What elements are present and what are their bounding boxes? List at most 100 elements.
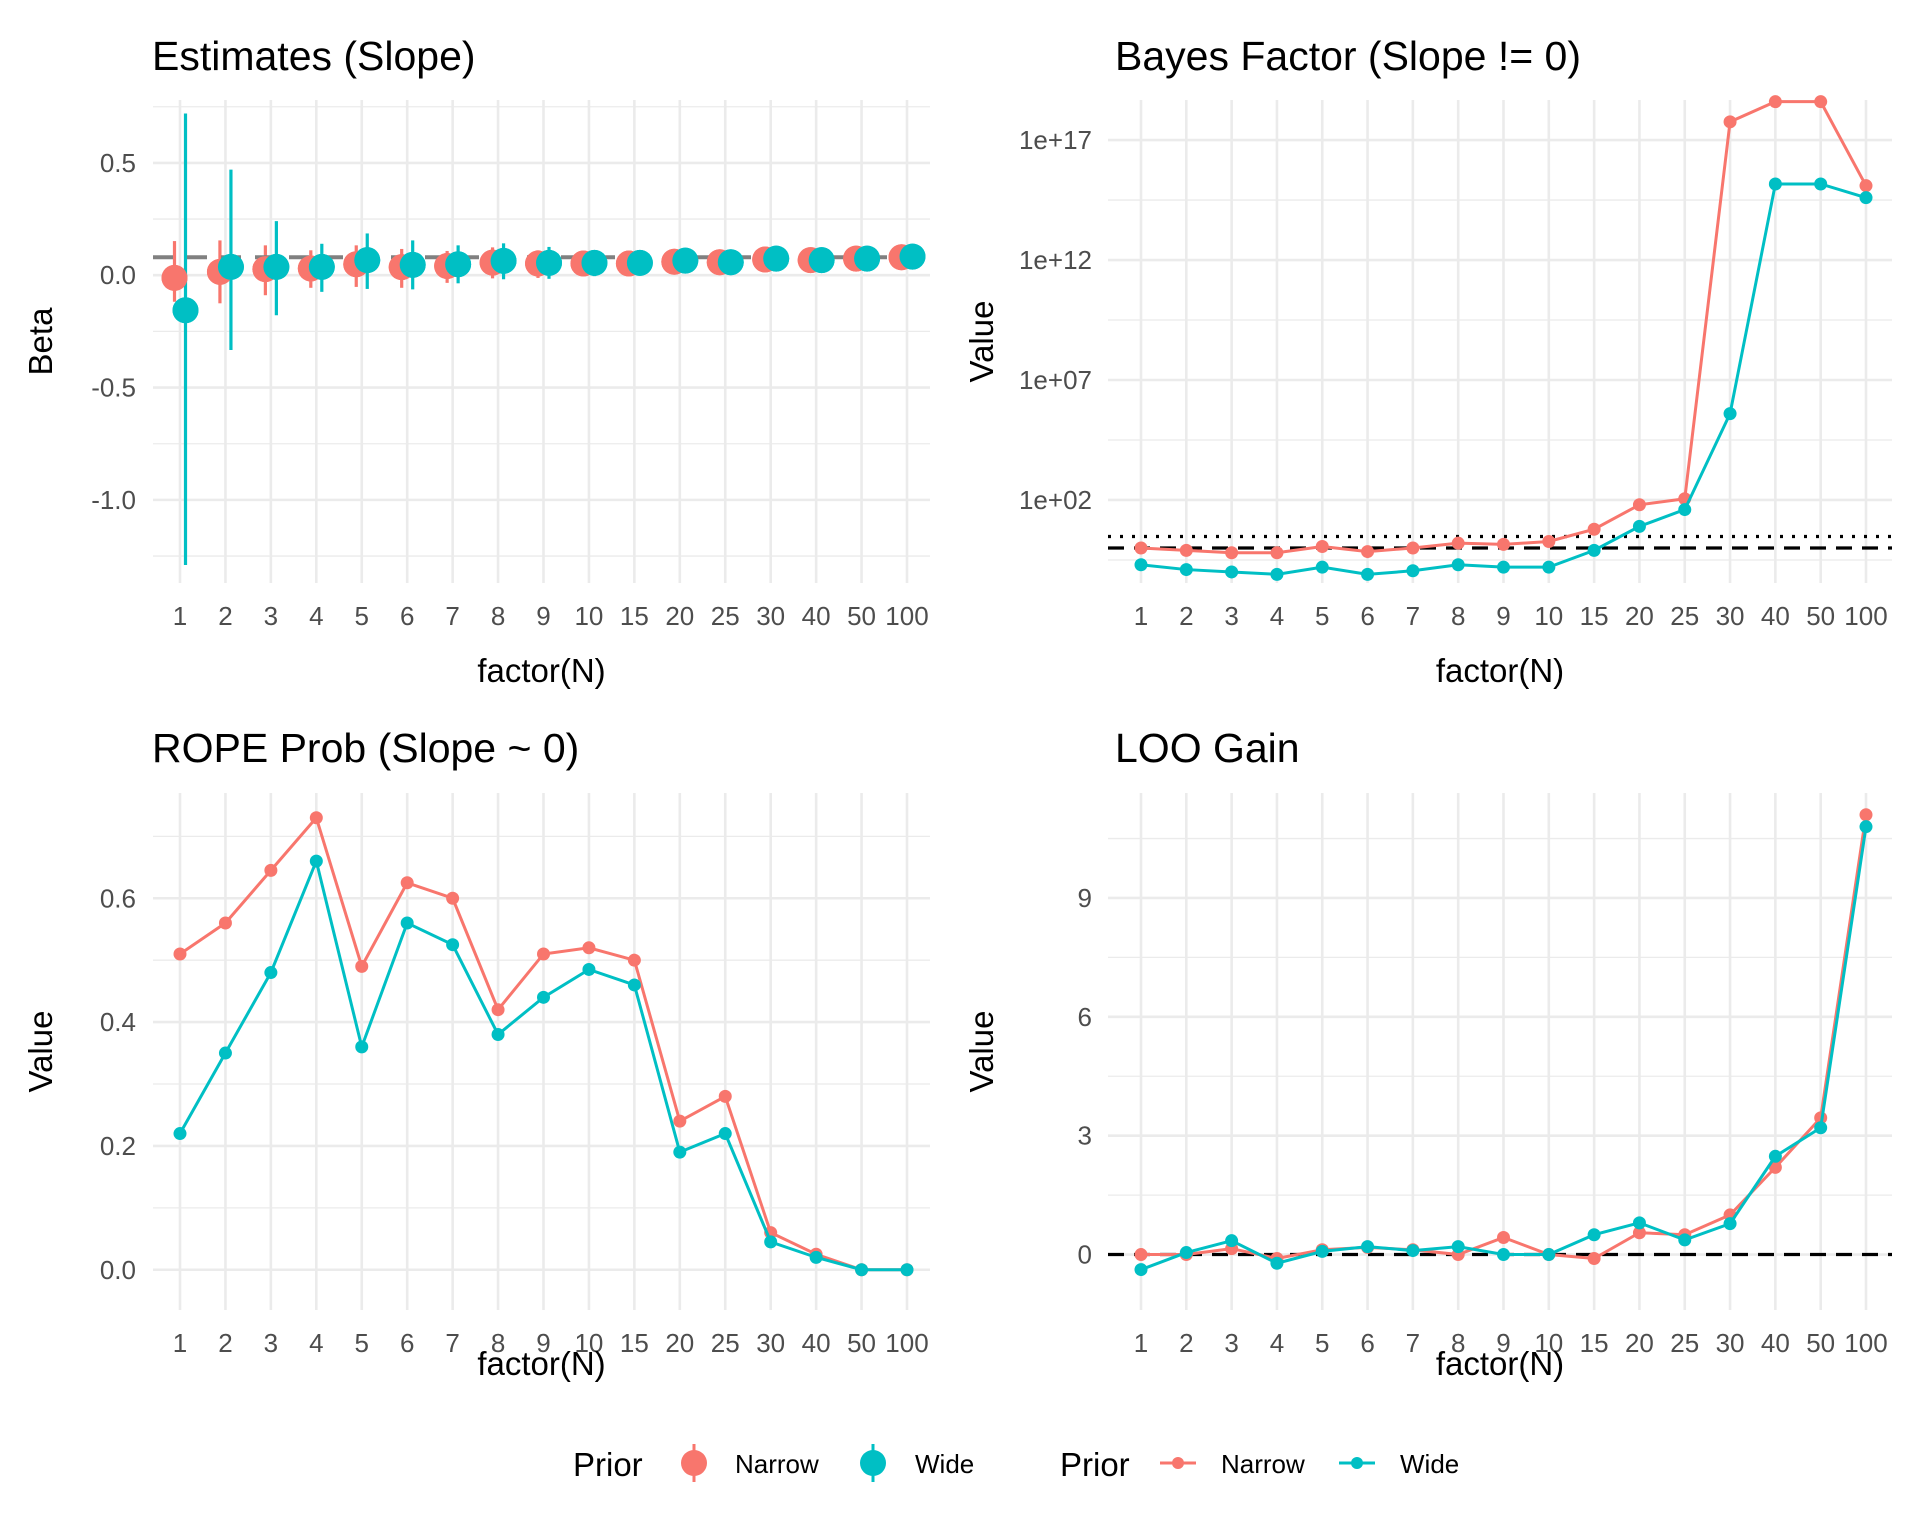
panel-estimates: Estimates (Slope) 0.5 0.0 -0.5 -1.0 1 2 3 4 5 6 7 8 9… xyxy=(22,33,930,689)
point-wide xyxy=(581,249,608,276)
point-narrow xyxy=(1179,543,1193,557)
point-wide xyxy=(899,243,926,270)
point-wide xyxy=(172,297,199,324)
y-tick-label: 1e+17 xyxy=(1019,125,1092,155)
point-wide xyxy=(1361,567,1375,581)
x-tick-label: 40 xyxy=(1761,1328,1790,1358)
y-tick-label: -0.5 xyxy=(91,373,136,403)
x-tick-label: 30 xyxy=(756,1328,785,1358)
point-wide xyxy=(764,1235,778,1249)
y-tick-label: 1e+02 xyxy=(1019,485,1092,515)
point-wide xyxy=(1361,1240,1375,1254)
x-tick-label: 2 xyxy=(218,1328,232,1358)
x-tick-label: 20 xyxy=(1625,601,1654,631)
point-narrow xyxy=(1814,95,1828,109)
point-narrow xyxy=(173,947,187,961)
point-wide xyxy=(809,1250,823,1264)
x-tick-label: 2 xyxy=(218,601,232,631)
point-wide xyxy=(1497,560,1510,574)
point-wide xyxy=(1814,177,1828,191)
panel-title: ROPE Prob (Slope ~ 0) xyxy=(152,725,579,771)
point-narrow xyxy=(1315,540,1329,554)
point-narrow xyxy=(1587,522,1601,536)
point-narrow xyxy=(582,941,596,955)
point-wide xyxy=(1632,1216,1646,1230)
x-tick-label: 15 xyxy=(620,1328,649,1358)
point-narrow xyxy=(537,947,550,961)
point-wide xyxy=(1134,558,1148,572)
point-narrow xyxy=(1859,808,1873,822)
point-wide xyxy=(1451,558,1465,572)
x-tick-label: 5 xyxy=(1315,601,1329,631)
x-tick-label: 8 xyxy=(491,601,505,631)
y-tick-label: 0.2 xyxy=(100,1131,136,1161)
point-narrow xyxy=(264,863,278,877)
point-wide xyxy=(1406,1244,1420,1258)
y-axis-title: Beta xyxy=(22,307,59,376)
x-tick-label: 7 xyxy=(445,601,459,631)
legend-point-narrow xyxy=(681,1450,707,1476)
panel-title: LOO Gain xyxy=(1115,725,1300,771)
point-narrow xyxy=(1225,546,1239,560)
point-wide xyxy=(1270,1256,1284,1270)
y-axis-title: Value xyxy=(963,301,1000,383)
x-tick-label: 8 xyxy=(1451,601,1465,631)
y-tick-label: 0.0 xyxy=(100,260,136,290)
x-tick-label: 4 xyxy=(1270,601,1284,631)
point-narrow xyxy=(1361,545,1375,559)
x-tick-label: 50 xyxy=(847,1328,876,1358)
y-tick-label: -1.0 xyxy=(91,485,136,515)
x-tick-label: 2 xyxy=(1179,1328,1193,1358)
x-axis-title: factor(N) xyxy=(1436,1345,1564,1382)
point-wide xyxy=(1225,1234,1239,1248)
legend-label-narrow: Narrow xyxy=(735,1449,819,1479)
x-tick-label: 1 xyxy=(1134,1328,1148,1358)
point-wide xyxy=(1768,177,1782,191)
x-tick-label: 40 xyxy=(802,601,831,631)
x-tick-label: 4 xyxy=(309,1328,323,1358)
x-tick-label: 4 xyxy=(309,601,323,631)
x-tick-label: 3 xyxy=(1224,601,1238,631)
point-wide xyxy=(1315,1244,1329,1258)
point-narrow xyxy=(1451,536,1465,550)
legend-key-narrow-line xyxy=(1160,1457,1196,1469)
point-narrow xyxy=(1134,541,1148,555)
point-narrow xyxy=(1723,115,1737,129)
x-tick-label: 50 xyxy=(847,601,876,631)
point-wide xyxy=(446,938,460,952)
x-tick-label: 15 xyxy=(1580,601,1609,631)
y-tick-label: 0.6 xyxy=(100,883,136,913)
x-tick-label: 5 xyxy=(355,1328,369,1358)
panel-bayes-factor: Bayes Factor (Slope != 0) 1e+17 1e+12 1e+07… xyxy=(963,33,1892,689)
x-tick-label: 6 xyxy=(1360,601,1374,631)
point-wide xyxy=(399,251,426,278)
point-wide xyxy=(1859,820,1873,834)
point-narrow xyxy=(1542,534,1556,548)
x-tick-label: 9 xyxy=(1496,1328,1510,1358)
point-wide xyxy=(855,1263,869,1277)
point-narrow xyxy=(1497,1231,1510,1245)
x-tick-label: 6 xyxy=(1360,1328,1374,1358)
x-tick-label: 10 xyxy=(574,1328,603,1358)
x-tick-label: 30 xyxy=(1716,601,1745,631)
point-wide xyxy=(1814,1121,1828,1135)
x-tick-label: 100 xyxy=(1844,1328,1887,1358)
legend-point-wide xyxy=(1351,1457,1363,1469)
point-wide xyxy=(1768,1149,1782,1163)
point-wide xyxy=(218,1046,232,1060)
y-tick-label: 6 xyxy=(1078,1002,1092,1032)
x-tick-label: 50 xyxy=(1806,601,1835,631)
y-tick-label: 0.0 xyxy=(100,1255,136,1285)
y-tick-label: 0.5 xyxy=(100,148,136,178)
point-wide xyxy=(1225,565,1239,579)
point-wide xyxy=(1497,1248,1510,1262)
x-tick-label: 9 xyxy=(1496,601,1510,631)
legend-group-line: Prior Narrow Wide xyxy=(1060,1446,1459,1483)
legend-point-wide xyxy=(860,1450,886,1476)
x-tick-label: 4 xyxy=(1270,1328,1284,1358)
x-tick-label: 3 xyxy=(264,601,278,631)
x-tick-label: 9 xyxy=(536,1328,550,1358)
y-tick-label: 1e+07 xyxy=(1019,365,1092,395)
